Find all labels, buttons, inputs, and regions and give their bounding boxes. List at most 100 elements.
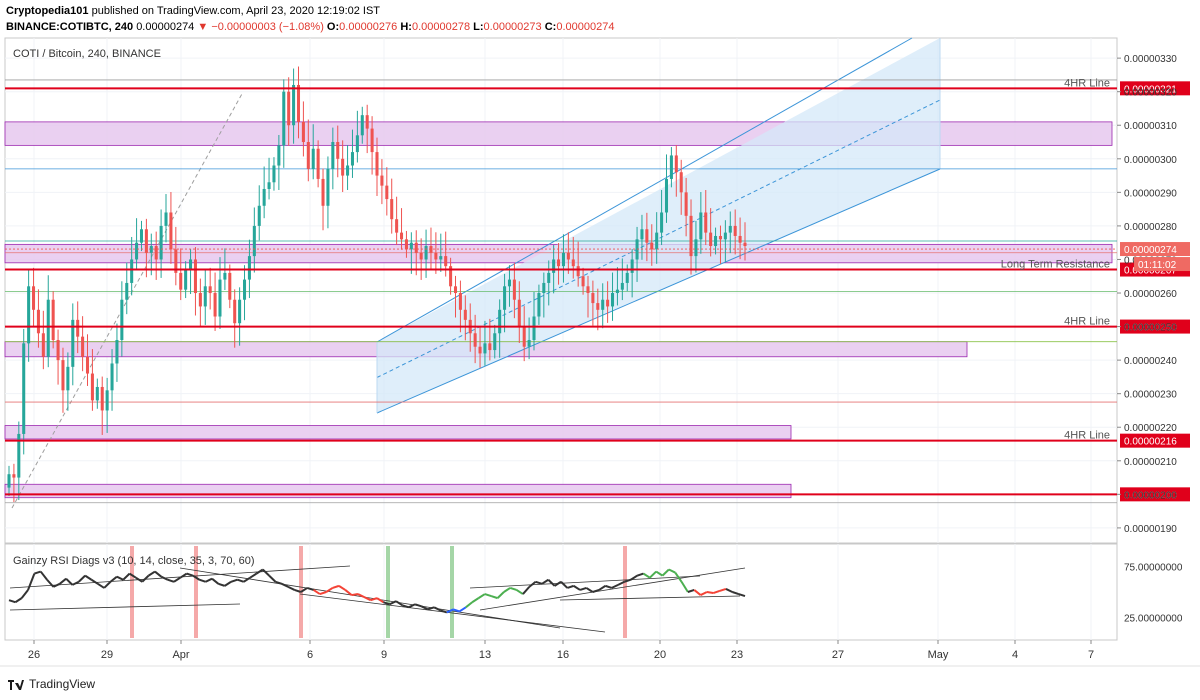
candle-11[interactable]	[61, 347, 65, 413]
candle-47[interactable]	[238, 287, 242, 346]
candle-73[interactable]	[365, 104, 369, 154]
footer-brand[interactable]: TradingView	[29, 677, 96, 691]
candle-45[interactable]	[228, 264, 232, 309]
candle-35[interactable]	[179, 248, 183, 301]
candle-31[interactable]	[159, 209, 163, 278]
candle-127[interactable]	[630, 249, 634, 298]
rsi-pane[interactable]	[4, 543, 1118, 641]
candle-88[interactable]	[439, 233, 443, 272]
candle-133[interactable]	[660, 190, 664, 246]
candle-37[interactable]	[189, 249, 193, 295]
candle-52[interactable]	[262, 166, 266, 219]
current-price-tag[interactable]: 0.00000274	[1120, 242, 1190, 257]
candle-17[interactable]	[90, 349, 94, 411]
candle-48[interactable]	[242, 265, 247, 321]
candle-143[interactable]	[709, 208, 713, 257]
candle-51[interactable]	[257, 185, 261, 241]
level-price-tag-2[interactable]: 0.00000250	[1120, 319, 1190, 334]
candle-150[interactable]	[743, 222, 747, 261]
candle-5[interactable]	[32, 267, 36, 327]
candle-15[interactable]	[81, 316, 85, 372]
candle-46[interactable]	[233, 289, 237, 348]
candle-24[interactable]	[125, 262, 129, 315]
candle-6[interactable]	[36, 289, 40, 348]
candle-137[interactable]	[679, 159, 683, 215]
author-name[interactable]: Cryptopedia101	[6, 5, 89, 17]
candle-115[interactable]	[571, 236, 575, 279]
candle-103[interactable]	[512, 263, 516, 319]
candle-136[interactable]	[674, 145, 678, 197]
diagonal-dashed-line[interactable]	[11, 91, 244, 509]
level-price-tag-4[interactable]: 0.00000200	[1120, 487, 1190, 502]
candle-108[interactable]	[537, 284, 541, 325]
candle-65[interactable]	[326, 156, 330, 229]
candle-144[interactable]	[714, 227, 718, 255]
level-price-tag-0[interactable]: 0.00000321	[1120, 81, 1190, 96]
candle-96[interactable]	[478, 326, 482, 368]
candle-138[interactable]	[684, 177, 688, 237]
candle-105[interactable]	[522, 306, 526, 362]
candle-61[interactable]	[306, 119, 310, 182]
candle-56[interactable]	[282, 79, 286, 168]
candle-59[interactable]	[296, 66, 301, 139]
candle-81[interactable]	[404, 230, 408, 258]
candle-72[interactable]	[360, 106, 364, 144]
candle-54[interactable]	[272, 157, 276, 191]
candle-30[interactable]	[154, 231, 158, 280]
candle-21[interactable]	[110, 349, 114, 411]
candle-101[interactable]	[503, 273, 507, 333]
candle-79[interactable]	[395, 196, 399, 246]
candle-141[interactable]	[699, 192, 703, 254]
candle-140[interactable]	[694, 220, 698, 273]
candle-104[interactable]	[517, 281, 521, 344]
candle-29[interactable]	[149, 233, 153, 276]
candle-34[interactable]	[174, 226, 178, 286]
candle-32[interactable]	[164, 194, 168, 243]
candle-135[interactable]	[669, 147, 673, 188]
candle-147[interactable]	[728, 211, 732, 254]
candle-36[interactable]	[184, 261, 188, 299]
candle-92[interactable]	[458, 280, 462, 333]
candle-18[interactable]	[95, 378, 99, 409]
candles[interactable]	[7, 66, 747, 503]
tradingview-logo-icon[interactable]	[8, 678, 24, 690]
candle-25[interactable]	[130, 236, 134, 296]
candle-20[interactable]	[105, 377, 109, 433]
candle-119[interactable]	[591, 280, 595, 326]
candle-117[interactable]	[581, 267, 585, 295]
candle-75[interactable]	[375, 137, 379, 197]
candle-28[interactable]	[144, 218, 148, 278]
candle-66[interactable]	[331, 127, 335, 190]
candle-16[interactable]	[85, 334, 90, 386]
candle-64[interactable]	[321, 168, 325, 231]
candle-107[interactable]	[532, 292, 536, 351]
candle-26[interactable]	[135, 218, 139, 270]
candle-12[interactable]	[66, 352, 70, 411]
candle-109[interactable]	[542, 272, 546, 318]
candle-10[interactable]	[56, 329, 60, 385]
candle-123[interactable]	[610, 272, 615, 321]
candle-39[interactable]	[198, 278, 202, 327]
level-price-tag-3[interactable]: 0.00000216	[1120, 433, 1190, 448]
candle-120[interactable]	[596, 288, 600, 331]
time-axis[interactable]: 26 29 Apr 6 9 13 16 20 23 27 May 4 7	[28, 640, 1094, 661]
candle-131[interactable]	[650, 224, 654, 266]
candle-63[interactable]	[316, 140, 320, 188]
candle-2[interactable]	[17, 421, 21, 501]
candle-50[interactable]	[252, 207, 256, 273]
candle-99[interactable]	[493, 324, 497, 359]
zone-3[interactable]	[4, 425, 792, 440]
candle-33[interactable]	[169, 192, 173, 264]
candle-145[interactable]	[718, 225, 722, 264]
candle-4[interactable]	[27, 269, 31, 362]
candle-76[interactable]	[380, 159, 384, 205]
candle-90[interactable]	[449, 257, 453, 295]
candle-114[interactable]	[566, 232, 570, 274]
candle-55[interactable]	[277, 134, 281, 191]
candle-112[interactable]	[557, 243, 561, 285]
candle-0[interactable]	[7, 465, 11, 497]
candle-148[interactable]	[733, 209, 737, 255]
candle-8[interactable]	[46, 275, 50, 368]
candle-113[interactable]	[561, 234, 565, 283]
